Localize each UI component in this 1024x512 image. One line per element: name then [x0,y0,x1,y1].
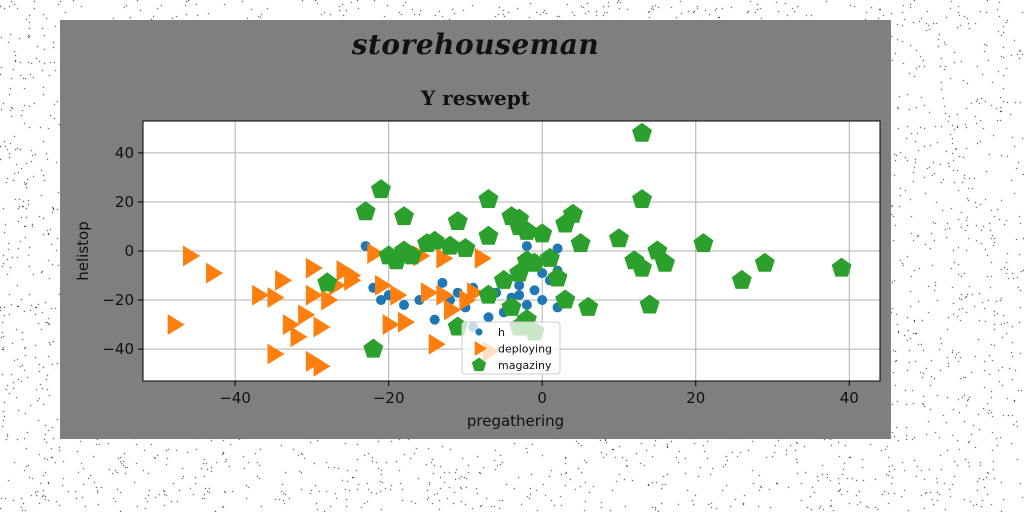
point-deploying [267,287,285,309]
point-magaziny [608,228,629,248]
point-magaziny [539,247,560,267]
point-deploying [474,247,492,269]
point-magaziny [424,230,445,250]
point-h [537,295,548,306]
point-deploying [428,333,446,355]
point-deploying [436,284,454,306]
point-h [437,277,448,288]
point-deploying [206,262,224,284]
point-deploying [305,257,323,279]
point-magaziny [555,289,576,309]
point-deploying [344,265,362,286]
point-magaziny [578,296,599,316]
point-h [375,295,386,306]
point-deploying [436,247,454,269]
point-deploying [390,284,408,306]
point-magaziny [478,225,499,245]
point-magaziny [447,211,468,231]
y-tick-label: −20 [102,291,134,309]
point-magaziny [831,257,852,277]
point-deploying [290,326,308,348]
point-magaziny [478,284,499,304]
point-magaziny [547,267,568,287]
point-magaziny [516,250,537,270]
point-deploying [313,316,331,338]
point-h [483,312,494,323]
point-h [521,241,532,252]
point-magaziny [493,269,514,289]
point-magaziny [478,188,499,208]
legend-label-magaziny: magaziny [498,359,552,372]
point-h [521,299,532,310]
point-deploying [321,289,339,311]
point-magaziny [394,206,415,226]
point-h [529,285,540,296]
point-magaziny [440,235,461,255]
point-deploying [397,311,416,333]
point-h [514,290,525,301]
y-tick-label: −40 [102,340,134,358]
point-magaziny [501,206,522,226]
legend-marker-h [475,328,483,336]
x-tick-label: 40 [840,389,859,407]
legend-marker-magaziny [471,357,487,372]
legend-box [461,321,561,375]
point-magaziny [455,238,476,258]
point-h [514,280,525,291]
y-tick-label: 0 [124,242,134,260]
x-axis-label: pregathering [467,412,564,430]
point-magaziny [317,272,338,292]
y-axis-label: helistop [74,221,92,280]
point-deploying [252,284,270,306]
point-magaziny [355,201,376,221]
point-magaziny [632,188,652,208]
point-magaziny [731,269,752,289]
point-deploying [267,343,285,365]
legend-marker-deploying [474,340,487,357]
x-tick-label: −40 [219,389,251,407]
point-magaziny [562,203,583,223]
y-tick-label: 20 [115,193,134,211]
point-magaziny [378,245,399,265]
x-tick-label: 0 [537,389,547,407]
point-magaziny [570,233,591,253]
point-deploying [374,274,392,296]
point-deploying [421,282,439,304]
point-deploying [367,243,385,264]
figure-suptitle: storehouseman [351,28,600,61]
y-tick-label: 40 [115,144,134,162]
point-deploying [167,314,185,336]
x-tick-label: −20 [373,389,405,407]
point-deploying [298,304,316,326]
legend: h deploying magaziny [461,321,561,375]
point-magaziny [532,223,553,243]
point-h [552,243,563,254]
point-magaziny [363,338,384,358]
point-h [399,299,410,310]
point-magaziny [655,252,676,272]
point-magaziny [754,252,775,272]
point-deploying [282,314,300,336]
point-deploying [183,245,201,267]
axes-title: Y reswept [421,86,530,110]
legend-label-h: h [498,326,505,339]
point-deploying [467,282,485,304]
point-magaziny [632,257,652,277]
point-deploying [313,355,331,377]
point-magaziny [501,296,522,316]
point-deploying [305,284,323,306]
point-deploying [275,269,293,291]
point-magaziny [371,179,391,199]
point-magaziny [639,294,660,314]
point-deploying [382,314,400,336]
point-magaziny [632,122,652,142]
x-tick-label: 20 [686,389,705,407]
point-magaziny [516,220,537,240]
legend-label-deploying: deploying [498,343,552,356]
point-h [429,314,440,325]
point-magaziny [401,245,422,265]
point-magaziny [693,233,714,253]
point-deploying [444,299,462,321]
